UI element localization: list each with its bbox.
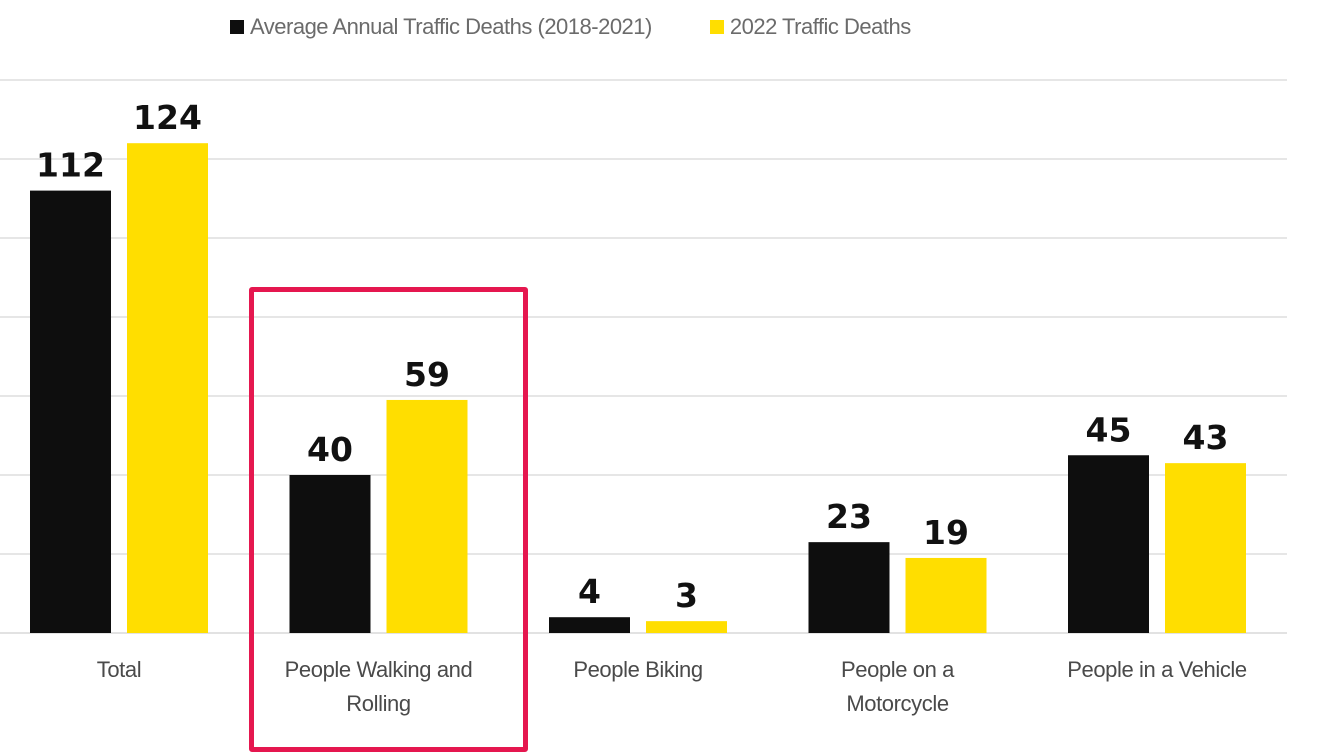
data-label: 4 [578,572,601,611]
category-label: Rolling [346,691,410,716]
data-label: 23 [826,497,872,536]
category-label: People Biking [573,657,702,682]
data-label: 19 [923,513,969,552]
data-label: 40 [307,430,353,469]
bar-2022 [905,557,987,633]
category-label: People Walking and [285,657,473,682]
bar-average [808,542,890,633]
category-label: Motorcycle [846,691,949,716]
data-label: 3 [675,576,698,615]
legend-label-2022: 2022 Traffic Deaths [729,14,911,39]
bar-2022 [646,621,727,633]
data-label: 43 [1183,418,1229,457]
bar-average [549,617,630,633]
legend-swatch-average [230,20,244,34]
legend-swatch-2022 [709,20,724,34]
bar-2022 [127,143,208,633]
legend-item-average: Average Annual Traffic Deaths (2018-2021… [230,14,652,40]
bar-2022 [1165,463,1246,633]
bar-average [1068,455,1149,633]
bar-average [30,190,111,633]
legend-label-average: Average Annual Traffic Deaths (2018-2021… [250,14,652,39]
category-label: People on a [841,657,955,682]
data-label: 45 [1086,410,1132,449]
data-label: 112 [36,146,105,185]
bar-average [289,475,371,633]
category-label: People in a Vehicle [1067,657,1247,682]
legend-item-2022: 2022 Traffic Deaths [709,14,911,40]
data-label: 124 [133,98,202,137]
highlight-box [249,287,528,752]
bar-2022 [386,399,468,633]
category-label: Total [97,657,141,682]
data-label: 59 [404,355,450,394]
legend: Average Annual Traffic Deaths (2018-2021… [230,14,969,40]
